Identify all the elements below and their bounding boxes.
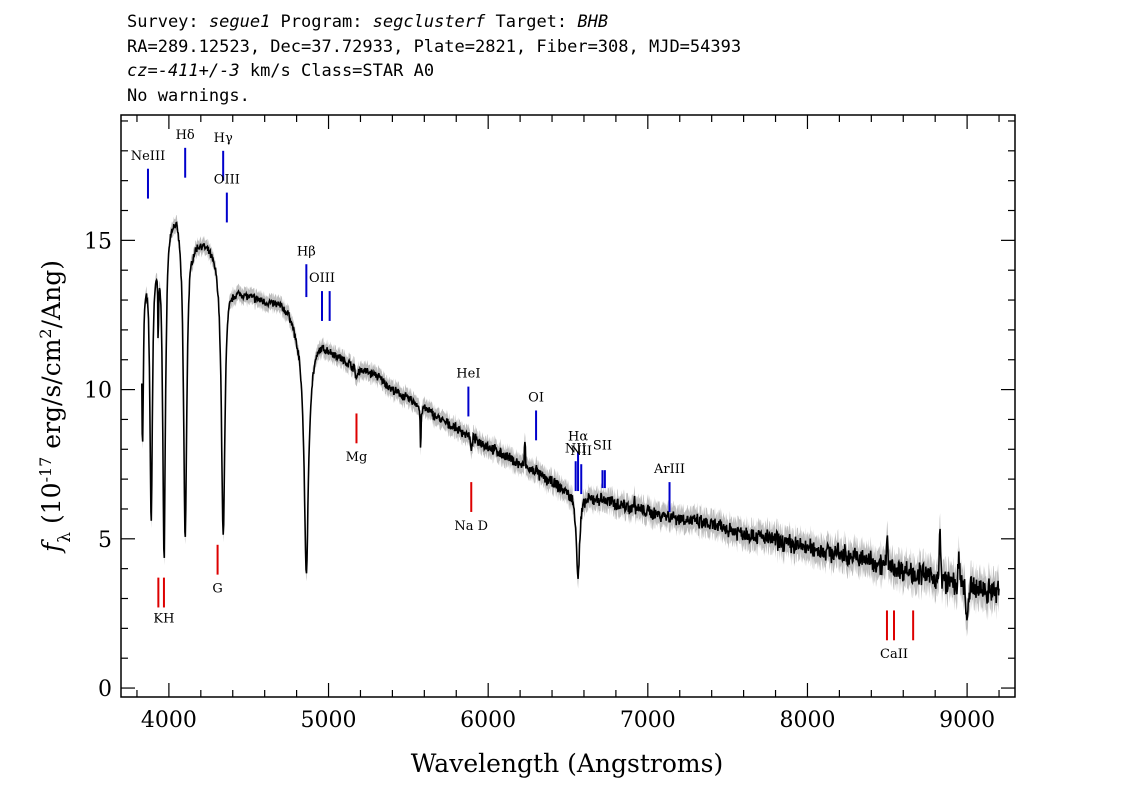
x-tick-label: 4000 bbox=[141, 708, 197, 733]
x-tick-label: 8000 bbox=[779, 708, 835, 733]
error-band-area bbox=[141, 215, 1000, 637]
y-label-exponent: -17 bbox=[36, 457, 55, 483]
emission-line-label: OIII bbox=[309, 271, 335, 286]
emission-line-label: ArIII bbox=[653, 462, 685, 477]
emission-line-label: Hγ bbox=[214, 131, 233, 146]
spectrum-line bbox=[141, 221, 1000, 621]
header-line-4: No warnings. bbox=[127, 85, 250, 106]
y-label-units: erg/s/cm bbox=[37, 338, 66, 456]
x-tick-label: 7000 bbox=[620, 708, 676, 733]
y-tick-label: 0 bbox=[98, 677, 112, 702]
emission-line-label: Hβ bbox=[297, 244, 316, 259]
absorption-line-label: Mg bbox=[346, 450, 368, 465]
x-axis-label: Wavelength (Angstroms) bbox=[411, 749, 723, 778]
absorption-line-label: KH bbox=[153, 611, 174, 626]
emission-line-label: SII bbox=[593, 438, 612, 453]
error-band bbox=[141, 215, 1000, 637]
y-label-symbol: f bbox=[37, 539, 66, 554]
y-tick-label: 5 bbox=[98, 528, 112, 553]
x-tick-label: 9000 bbox=[939, 708, 995, 733]
axes: 4000 5000 6000 7000 8000 9000 0 5 10 15 bbox=[84, 115, 1015, 733]
emission-line-label: NII bbox=[565, 441, 587, 456]
header-line-1: Survey: segue1 Program: segclusterf Targ… bbox=[127, 10, 741, 35]
y-tick-label: 10 bbox=[84, 379, 112, 404]
x-tick-label: 6000 bbox=[460, 708, 516, 733]
emission-line-label: Hα bbox=[568, 429, 588, 444]
header-line-3: cz=-411+/-3 km/s Class=STAR A0 bbox=[127, 59, 741, 84]
header-line-2: RA=289.12523, Dec=37.72933, Plate=2821, … bbox=[127, 36, 742, 57]
emission-line-label: OIII bbox=[214, 173, 240, 188]
y-label-tail: /Ang) bbox=[37, 260, 66, 328]
plot-frame bbox=[120, 114, 1016, 698]
survey-value: segue1 bbox=[208, 12, 271, 32]
y-label-main: (10 bbox=[37, 482, 66, 532]
y-label-subscript: λ bbox=[55, 532, 75, 543]
absorption-line-label: CaII bbox=[880, 647, 908, 662]
emission-line-label: HeI bbox=[456, 367, 480, 382]
emission-line-label: NeIII bbox=[131, 149, 165, 164]
x-tick-label: 5000 bbox=[301, 708, 357, 733]
program-value: segclusterf bbox=[372, 12, 486, 32]
y-tick-label: 15 bbox=[84, 229, 112, 254]
y-label-exponent-2: 2 bbox=[36, 328, 55, 338]
spectrum-line-group bbox=[141, 221, 1000, 621]
emission-line-label: NII bbox=[570, 444, 592, 459]
emission-line-label: OI bbox=[528, 391, 544, 406]
emission-line-label: Hδ bbox=[176, 128, 195, 143]
y-axis-label: fλ (10-17 erg/s/cm2/Ang) bbox=[36, 260, 76, 554]
survey-label: Survey: bbox=[127, 12, 209, 32]
target-value: BHB bbox=[577, 12, 609, 32]
spectrum-header: Survey: segue1 Program: segclusterf Targ… bbox=[127, 10, 741, 108]
target-label: Target: bbox=[485, 12, 578, 32]
class-info: km/s Class=STAR A0 bbox=[239, 61, 435, 81]
program-label: Program: bbox=[270, 12, 373, 32]
absorption-line-label: Na D bbox=[454, 519, 488, 534]
redshift-value: cz=-411+/-3 bbox=[127, 61, 240, 81]
absorption-line-label: G bbox=[212, 582, 222, 597]
